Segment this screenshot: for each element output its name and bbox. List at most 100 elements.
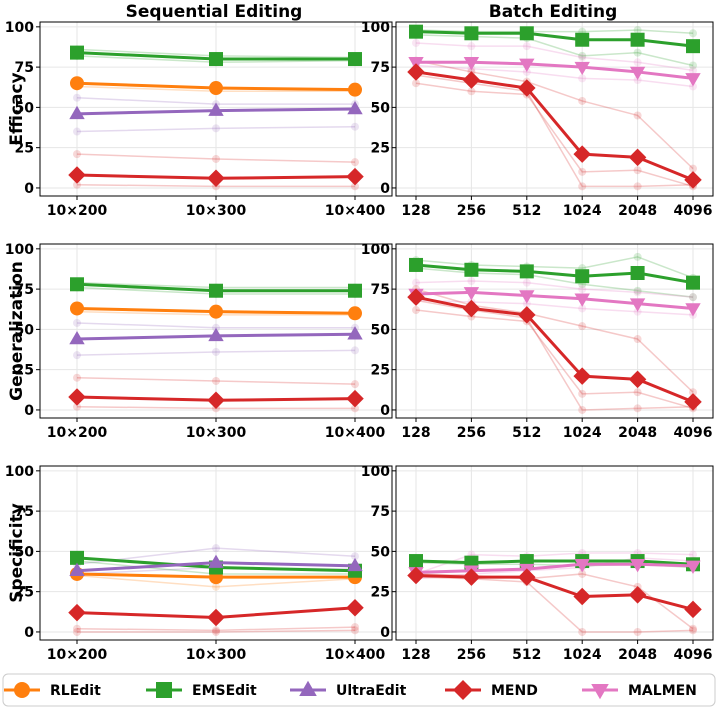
faint-point [351, 380, 359, 389]
faint-run-5 [73, 626, 359, 636]
panel-generalization-seq: 0 25 50 75 100 10×200 10×300 10×400 [5, 242, 393, 441]
series-ultraedit [69, 100, 363, 120]
faint-point [351, 623, 359, 632]
faint-run-5 [412, 79, 697, 191]
data-point-malmen [685, 303, 701, 317]
data-point-mend [628, 586, 647, 604]
faint-point [73, 127, 81, 136]
faint-point [467, 87, 476, 96]
faint-point [633, 307, 642, 316]
x-tick-label: 10×400 [325, 647, 386, 663]
data-point-emsedit [409, 257, 423, 272]
x-tick-label: 256 [457, 203, 486, 219]
data-point-emsedit [70, 45, 84, 60]
series-line-malmen [415, 562, 694, 574]
data-point-malmen [629, 66, 646, 80]
y-tick-label: 75 [371, 282, 390, 298]
data-point-malmen [463, 57, 480, 71]
faint-point [412, 278, 420, 287]
data-point-mend [407, 288, 425, 306]
faint-line [415, 256, 694, 279]
legend-marker [156, 682, 172, 698]
data-point-malmen [629, 559, 646, 573]
x-tick-label: 10×200 [47, 425, 108, 441]
x-tick-label: 1024 [563, 203, 602, 219]
data-point-emsedit [348, 283, 362, 298]
faint-point [689, 82, 697, 91]
series-line-mend [415, 295, 694, 404]
series-emsedit [409, 24, 700, 54]
faint-point [578, 53, 587, 62]
legend-label: EMSEdit [192, 683, 257, 699]
data-point-ultraedit [347, 100, 363, 115]
data-point-rledit [209, 304, 223, 319]
data-point-ultraedit [69, 331, 85, 345]
legend: RLEdit EMSEdit UltraEdit MEND MALMEN [2, 673, 716, 707]
y-tick-label: 0 [380, 625, 390, 641]
y-tick-label: 25 [15, 363, 34, 379]
y-tick-label: 100 [361, 464, 390, 480]
faint-point [633, 288, 642, 297]
data-point-mend [518, 568, 536, 586]
faint-point [578, 96, 587, 105]
data-point-rledit [348, 306, 362, 321]
data-point-mend [68, 603, 86, 622]
faint-line [76, 574, 356, 588]
faint-point [412, 306, 420, 315]
series-emsedit [409, 257, 700, 290]
faint-line [415, 573, 694, 630]
legend-label: UltraEdit [336, 683, 407, 699]
data-point-malmen [574, 61, 590, 76]
faint-run-3 [412, 573, 697, 636]
series-line-emsedit [415, 559, 694, 566]
data-point-mend [346, 167, 364, 186]
faint-line [415, 82, 694, 188]
faint-run-3 [73, 346, 359, 360]
faint-line [415, 299, 694, 411]
faint-point [633, 404, 642, 413]
faint-point [578, 322, 587, 331]
data-point-emsedit [686, 39, 700, 54]
y-tick-label: 75 [15, 504, 34, 520]
faint-run-3 [412, 296, 697, 319]
faint-point [351, 552, 359, 561]
faint-point [689, 29, 697, 38]
faint-point [73, 93, 81, 102]
faint-point [522, 299, 531, 308]
faint-line [76, 322, 355, 329]
faint-point [351, 158, 359, 167]
y-tick-label: 25 [371, 585, 390, 601]
faint-line [415, 280, 694, 298]
data-point-malmen [685, 73, 701, 87]
data-point-rledit [209, 81, 223, 96]
faint-point [689, 388, 697, 397]
faint-point [578, 51, 587, 60]
faint-point [689, 164, 697, 173]
x-tick-label: 512 [512, 425, 541, 441]
data-point-emsedit [464, 26, 479, 41]
y-tick-label: 100 [5, 242, 34, 258]
faint-point [351, 626, 359, 635]
data-point-mend [684, 393, 702, 411]
y-tick-label: 75 [371, 504, 390, 520]
data-point-emsedit [575, 269, 590, 284]
faint-point [578, 74, 587, 83]
legend-frame [2, 673, 716, 707]
data-point-emsedit [209, 52, 223, 67]
data-point-mend [462, 568, 481, 586]
y-tick-label: 50 [371, 322, 391, 338]
data-point-mend [462, 299, 481, 318]
faint-line [415, 288, 694, 393]
series-line-mend [415, 70, 694, 182]
data-point-mend [407, 566, 425, 585]
legend-item-malmen: MALMEN [582, 683, 697, 700]
faint-point [212, 376, 220, 385]
series-mend [68, 166, 364, 188]
faint-run-2 [412, 277, 697, 302]
x-tick-label: 512 [512, 647, 541, 663]
x-tick-label: 256 [457, 647, 486, 663]
x-tick-label: 1024 [563, 647, 602, 663]
row-label-generalization: Generalization [7, 261, 27, 401]
faint-run-5 [412, 306, 697, 413]
data-point-emsedit [519, 264, 534, 279]
